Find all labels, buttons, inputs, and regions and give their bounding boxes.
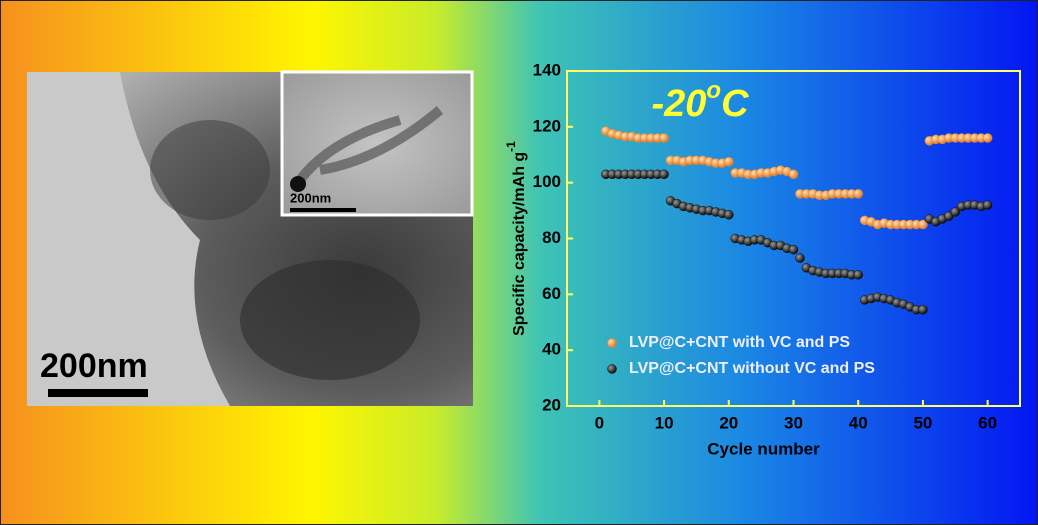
scale-bar [48, 389, 148, 397]
point [789, 245, 798, 254]
inset-scale-bar [290, 208, 356, 212]
x-tick-label: 10 [655, 413, 674, 432]
x-tick-label: 50 [913, 413, 932, 432]
point [983, 201, 992, 210]
y-tick-label: 40 [542, 340, 561, 359]
y-tick-label: 100 [533, 172, 561, 191]
y-tick-label: 140 [533, 60, 561, 79]
legend-marker [608, 339, 617, 348]
y-label-sup: -1 [504, 141, 518, 152]
x-tick-label: 20 [719, 413, 738, 432]
x-tick-label: 60 [978, 413, 997, 432]
figure: 200nm 200nm 20 40 60 80 100 120 140 0 10 20 30 40 50… [0, 0, 1038, 525]
point [789, 170, 798, 179]
point [660, 170, 669, 179]
y-tick-label: 120 [533, 116, 561, 135]
y-tick-label: 80 [542, 228, 561, 247]
legend-marker [608, 365, 617, 374]
point [854, 270, 863, 279]
page: 200nm 200nm 20 40 60 80 100 120 140 0 10 20 30 40 50… [0, 0, 1038, 525]
x-tick-label: 30 [784, 413, 803, 432]
scale-label: 200nm [40, 347, 148, 385]
x-tick-label: 40 [849, 413, 868, 432]
x-tick-label: 0 [595, 413, 604, 432]
title-suffix: C [721, 83, 749, 125]
legend-label: LVP@C+CNT without VC and PS [629, 360, 875, 377]
x-axis-label: Cycle number [707, 439, 820, 458]
inset-scale-label: 200nm [290, 190, 331, 205]
point [795, 254, 804, 263]
point [854, 189, 863, 198]
y-tick-label: 60 [542, 284, 561, 303]
title-sup: o [706, 77, 721, 104]
legend-label: LVP@C+CNT with VC and PS [629, 334, 850, 351]
point [983, 134, 992, 143]
chart-title: -20oC [651, 77, 749, 125]
point [918, 305, 927, 314]
tem-image: 200nm 200nm [27, 72, 473, 406]
title-text: -20 [651, 83, 706, 125]
point [724, 210, 733, 219]
point [724, 157, 733, 166]
y-tick-label: 20 [542, 395, 561, 414]
point [660, 134, 669, 143]
y-label-text: Specific capacity/mAh g [511, 152, 528, 336]
